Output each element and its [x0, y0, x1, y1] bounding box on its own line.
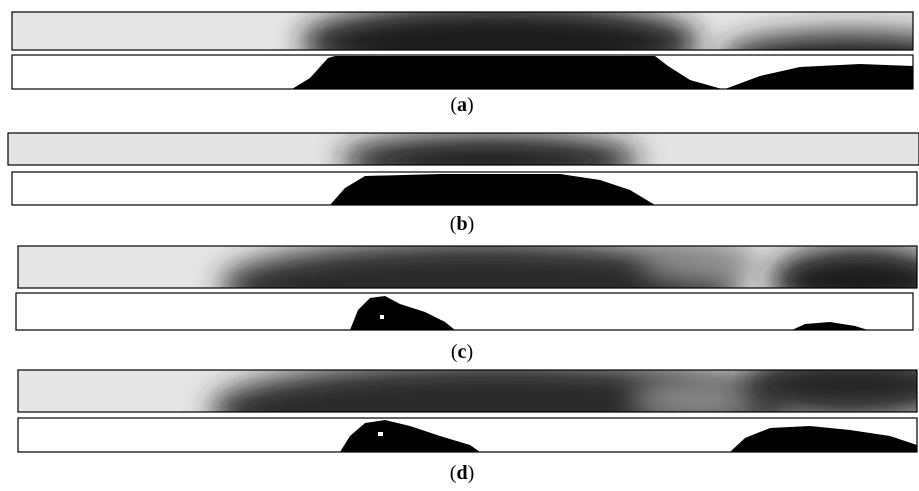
binary-image: [16, 293, 913, 330]
panel-label: (b): [450, 213, 474, 235]
panel-label: (c): [451, 341, 473, 363]
panel-label: (d): [450, 462, 474, 484]
binary-image: [18, 418, 917, 452]
binary-image: [12, 172, 917, 205]
binary-image: [12, 55, 913, 89]
panel-label: (a): [450, 94, 473, 116]
figure: (a) (b) (c) (d): [0, 0, 919, 491]
